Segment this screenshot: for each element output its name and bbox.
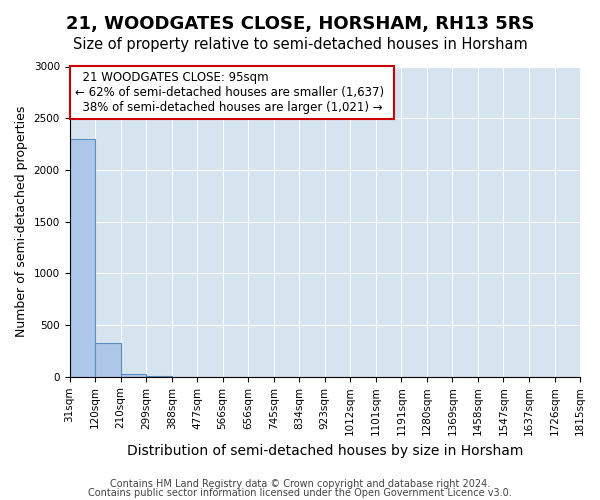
Text: 21, WOODGATES CLOSE, HORSHAM, RH13 5RS: 21, WOODGATES CLOSE, HORSHAM, RH13 5RS [66, 15, 534, 33]
Text: Contains public sector information licensed under the Open Government Licence v3: Contains public sector information licen… [88, 488, 512, 498]
Bar [95, 342, 121, 376]
Bar [121, 374, 146, 376]
Y-axis label: Number of semi-detached properties: Number of semi-detached properties [15, 106, 28, 338]
X-axis label: Distribution of semi-detached houses by size in Horsham: Distribution of semi-detached houses by … [127, 444, 523, 458]
Text: 21 WOODGATES CLOSE: 95sqm  
← 62% of semi-detached houses are smaller (1,637)
  : 21 WOODGATES CLOSE: 95sqm ← 62% of semi-… [74, 71, 390, 114]
Text: Size of property relative to semi-detached houses in Horsham: Size of property relative to semi-detach… [73, 38, 527, 52]
Text: Contains HM Land Registry data © Crown copyright and database right 2024.: Contains HM Land Registry data © Crown c… [110, 479, 490, 489]
Bar [70, 139, 95, 376]
